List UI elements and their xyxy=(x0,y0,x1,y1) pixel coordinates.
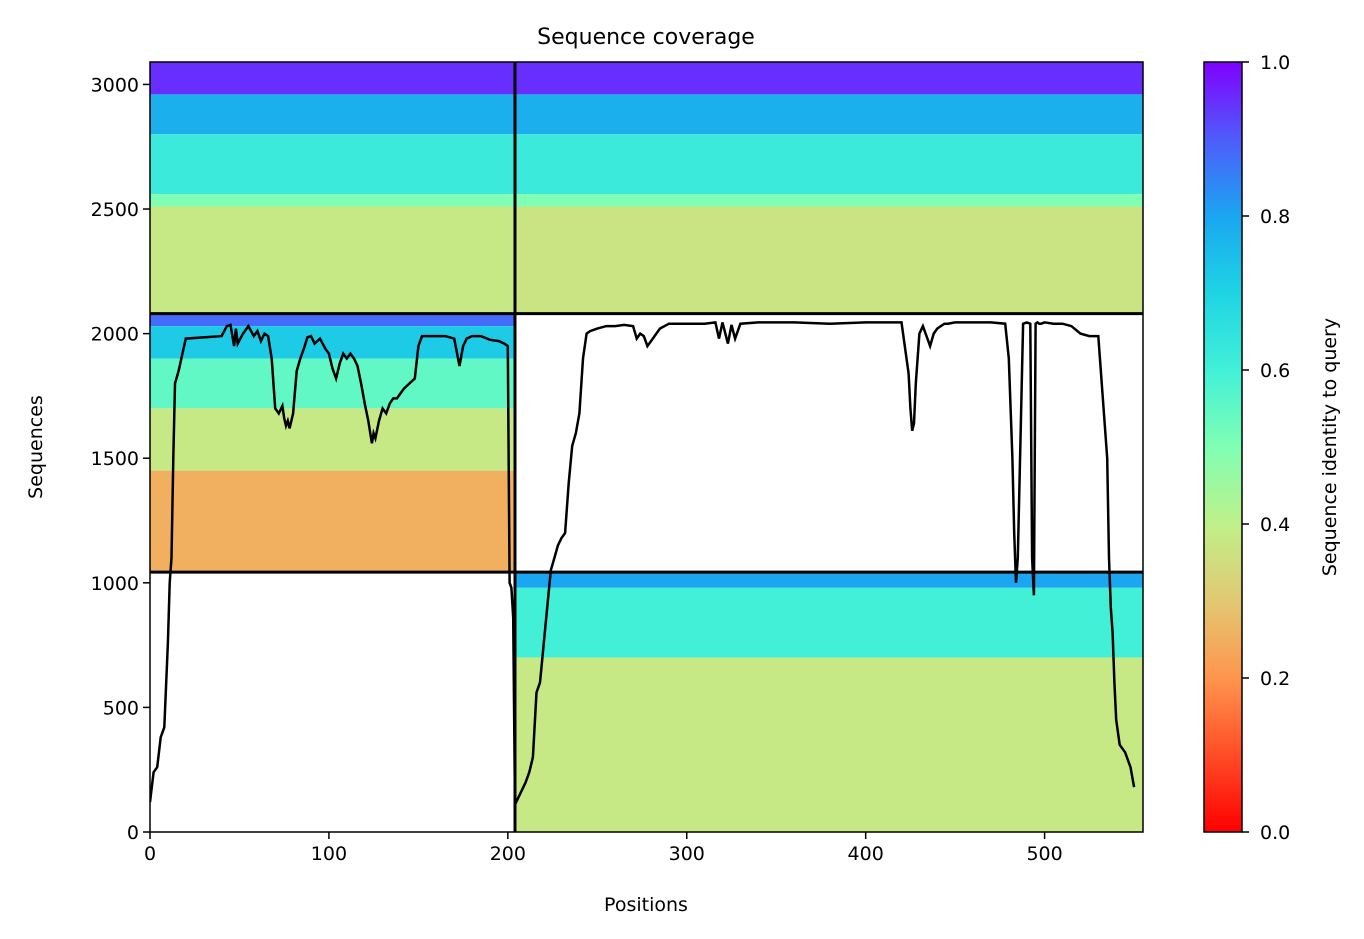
x-tick-label: 500 xyxy=(1026,843,1062,865)
y-tick-label: 2000 xyxy=(91,324,139,346)
heatmap-band-3-1 xyxy=(514,587,1143,658)
y-tick-label: 3000 xyxy=(91,74,139,96)
heatmap-band-2-0 xyxy=(514,62,1143,95)
heatmap-band-1-3 xyxy=(150,408,515,471)
y-tick-label: 2500 xyxy=(91,199,139,221)
heatmap-band-0-0 xyxy=(150,62,515,95)
x-axis-label: Positions xyxy=(604,894,688,916)
heatmap-band-0-3 xyxy=(150,194,515,207)
colorbar-label: Sequence identity to query xyxy=(1319,318,1341,576)
y-tick-label: 1000 xyxy=(91,573,139,595)
heatmap-band-2-1 xyxy=(514,94,1143,135)
colorbar-tick-label: 1.0 xyxy=(1260,52,1290,74)
coverage-heatmap xyxy=(150,62,1143,832)
heatmap-band-0-1 xyxy=(150,94,515,135)
heatmap-band-3-0 xyxy=(514,572,1143,588)
heatmap-band-2-3 xyxy=(514,194,1143,207)
heatmap-band-2-2 xyxy=(514,134,1143,195)
colorbar xyxy=(1203,61,1243,833)
colorbar-tick-label: 0.8 xyxy=(1260,206,1290,228)
heatmap-band-3-2 xyxy=(514,657,1143,832)
y-tick-label: 0 xyxy=(127,822,139,844)
heatmap-band-2-4 xyxy=(514,206,1143,314)
colorbar-tick-label: 0.4 xyxy=(1260,514,1290,536)
colorbar-tick-label: 0.0 xyxy=(1260,822,1290,844)
heatmap-band-1-0 xyxy=(150,313,515,327)
heatmap-band-1-1 xyxy=(150,326,515,359)
y-tick-label: 500 xyxy=(103,697,139,719)
plot-frame xyxy=(149,61,1144,833)
x-axis: 0 100 200 300 400 500 xyxy=(144,832,1063,865)
colorbar-tick-label: 0.6 xyxy=(1260,360,1290,382)
chart-title: Sequence coverage xyxy=(537,25,755,50)
y-axis: 0 500 1000 1500 2000 2500 3000 xyxy=(91,74,150,844)
coverage-line xyxy=(150,320,1136,806)
colorbar-ticks: 0.0 0.2 0.4 0.6 0.8 1.0 xyxy=(1242,52,1290,844)
heatmap-band-1-4 xyxy=(150,470,515,573)
y-axis-label: Sequences xyxy=(25,395,47,499)
heatmap-band-0-2 xyxy=(150,134,515,195)
colorbar-tick-label: 0.2 xyxy=(1260,668,1290,690)
x-tick-label: 300 xyxy=(669,843,705,865)
x-tick-label: 0 xyxy=(144,843,156,865)
y-tick-label: 1500 xyxy=(91,448,139,470)
x-tick-label: 200 xyxy=(490,843,526,865)
x-tick-label: 100 xyxy=(311,843,347,865)
x-tick-label: 400 xyxy=(848,843,884,865)
heatmap-band-0-4 xyxy=(150,206,515,314)
